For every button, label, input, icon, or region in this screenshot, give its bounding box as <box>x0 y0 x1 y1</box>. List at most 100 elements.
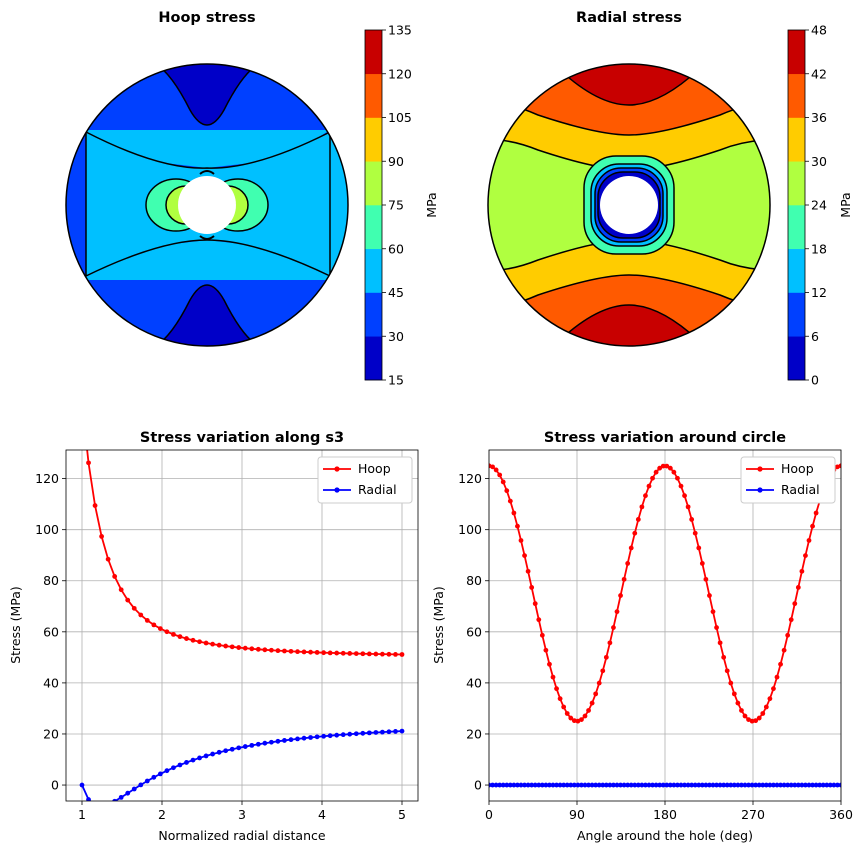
circular-profile-legend[interactable]: Hoop Radial <box>740 456 836 504</box>
radial-profile-hoop-point <box>282 648 287 654</box>
circular-profile-radial-point <box>667 782 673 788</box>
hoop-band-15-30-bottom <box>151 284 263 346</box>
circular-profile-hoop-point <box>497 472 503 478</box>
radial-profile-radial-point <box>366 730 372 736</box>
circular-profile-hoop-point <box>763 704 769 710</box>
radial-profile-ytick-label: 120 <box>35 471 59 486</box>
circular-profile-radial-point <box>614 782 620 788</box>
circular-profile-hoop-point <box>792 601 798 607</box>
radial-colorbar-tick-label: 36 <box>811 110 827 125</box>
radial-profile-radial-point <box>334 732 340 738</box>
radial-profile-hoop-point <box>340 650 346 656</box>
circular-profile-radial-point <box>760 782 766 788</box>
hoop-colorbar-band <box>365 292 382 337</box>
circular-profile-ytick-label: 60 <box>466 624 482 639</box>
hoop-band-15-30-top <box>151 64 263 126</box>
circular-profile-hoop-point <box>650 475 655 481</box>
circular-profile-hoop-point <box>632 530 638 536</box>
circular-profile-hoop-point <box>838 463 841 469</box>
radial-band-42-48-bottom <box>559 304 699 346</box>
circular-profile-hoop-point <box>618 593 623 598</box>
radial-profile-radial-point <box>321 733 327 739</box>
circular-profile-radial-point <box>653 782 659 788</box>
radial-profile-hoop-point <box>275 648 281 654</box>
circular-profile-radial-point <box>632 782 638 788</box>
radial-profile-radial-point <box>393 729 398 734</box>
circular-profile-radial-point <box>561 782 567 788</box>
circular-profile-radial-point <box>817 782 823 788</box>
circular-profile-hoop-point <box>596 680 602 686</box>
circular-profile-hoop-point <box>778 661 783 667</box>
circular-profile-radial-point <box>582 782 588 788</box>
circular-profile-hoop-point <box>607 640 613 646</box>
circular-profile-radial-point <box>550 782 556 788</box>
circular-profile-radial-point <box>639 782 645 788</box>
radial-profile-radial-point <box>268 739 274 745</box>
radial-profile-radial-point <box>106 802 111 807</box>
hoop-hole <box>178 176 236 234</box>
radial-profile-radial-point <box>112 798 118 801</box>
circular-profile-radial-point <box>717 782 723 788</box>
circular-profile-radial-point <box>490 782 495 788</box>
radial-profile-hoop-point <box>223 643 229 649</box>
hoop-colorbar-band <box>365 205 382 250</box>
circular-profile-hoop-point <box>532 601 538 607</box>
radial-profile-radial-point <box>177 762 183 768</box>
radial-colorbar-band <box>788 73 805 118</box>
circular-profile-radial-point <box>803 782 808 788</box>
circular-profile-radial-point <box>685 782 691 788</box>
radial-profile-hoop-point <box>86 460 91 466</box>
circular-profile-radial-point <box>635 782 641 788</box>
hoop-colorbar-tick-label: 60 <box>388 241 404 256</box>
radial-profile-radial-point <box>216 749 222 755</box>
radial-profile-hoop-point <box>399 652 405 657</box>
circular-profile-radial-point <box>593 782 599 788</box>
radial-profile-hoop-point <box>255 646 261 652</box>
radial-profile-hoop-point <box>151 622 157 628</box>
radial-profile-radial-point <box>301 735 307 741</box>
circular-profile-radial-point <box>507 782 513 788</box>
radial-colorbar-band <box>788 117 805 162</box>
circular-profile-hoop-point <box>739 708 744 713</box>
circular-profile-ytick-label: 100 <box>458 522 482 537</box>
radial-profile-hoop-point <box>92 503 98 508</box>
radial-profile-hoop-point <box>380 651 385 657</box>
radial-profile-radial-point <box>131 786 137 792</box>
circular-profile-radial-point <box>511 782 517 788</box>
circular-profile-radial-point <box>724 782 730 788</box>
radial-profile-xtick-label: 4 <box>318 807 326 822</box>
radial-colorbar: 0 6 12 18 24 30 36 42 48 MPa <box>787 23 853 388</box>
radial-profile-radial-point <box>386 729 392 735</box>
circular-profile-radial-point <box>771 782 776 788</box>
radial-profile-hoop-point <box>373 651 379 657</box>
radial-profile-hoop-point <box>393 651 398 657</box>
circular-profile-radial-point <box>575 782 581 788</box>
circular-profile-radial-point <box>657 782 663 788</box>
circular-profile-hoop-point <box>625 561 631 566</box>
circular-profile-radial-point <box>746 782 751 788</box>
circular-profile-hoop-point <box>696 545 702 551</box>
radial-profile-hoop-point <box>327 650 333 656</box>
radial-profile-radial-point <box>157 771 163 777</box>
radial-profile-ytick-label: 0 <box>51 778 59 793</box>
circular-profile-radial-point <box>799 782 805 788</box>
radial-profile-legend[interactable]: Hoop Radial <box>317 456 413 504</box>
radial-profile-xlabel: Normalized radial distance <box>158 828 325 843</box>
radial-profile-hoop-point <box>334 650 340 656</box>
radial-colorbar-tick-label: 24 <box>811 198 827 213</box>
circular-profile-radial-point <box>682 782 687 788</box>
circular-profile-hoop-point <box>813 510 819 516</box>
circular-profile-radial-point <box>618 782 623 788</box>
circular-profile-hoop-point <box>795 585 801 590</box>
radial-profile-hoop-point <box>164 629 170 635</box>
circular-profile-hoop-point <box>731 691 737 697</box>
circular-profile-hoop-point <box>756 715 762 721</box>
hoop-colorbar-tick-label: 90 <box>388 154 404 169</box>
radial-colorbar-band <box>788 292 805 337</box>
radial-profile-hoop-point <box>288 648 294 654</box>
hoop-colorbar-band <box>365 30 382 75</box>
circular-profile-hoop-point <box>714 625 719 630</box>
circular-profile-ylabel: Stress (MPa) <box>431 586 446 664</box>
circular-profile-radial-point <box>600 782 606 788</box>
circular-profile-hoop-point <box>692 530 698 536</box>
